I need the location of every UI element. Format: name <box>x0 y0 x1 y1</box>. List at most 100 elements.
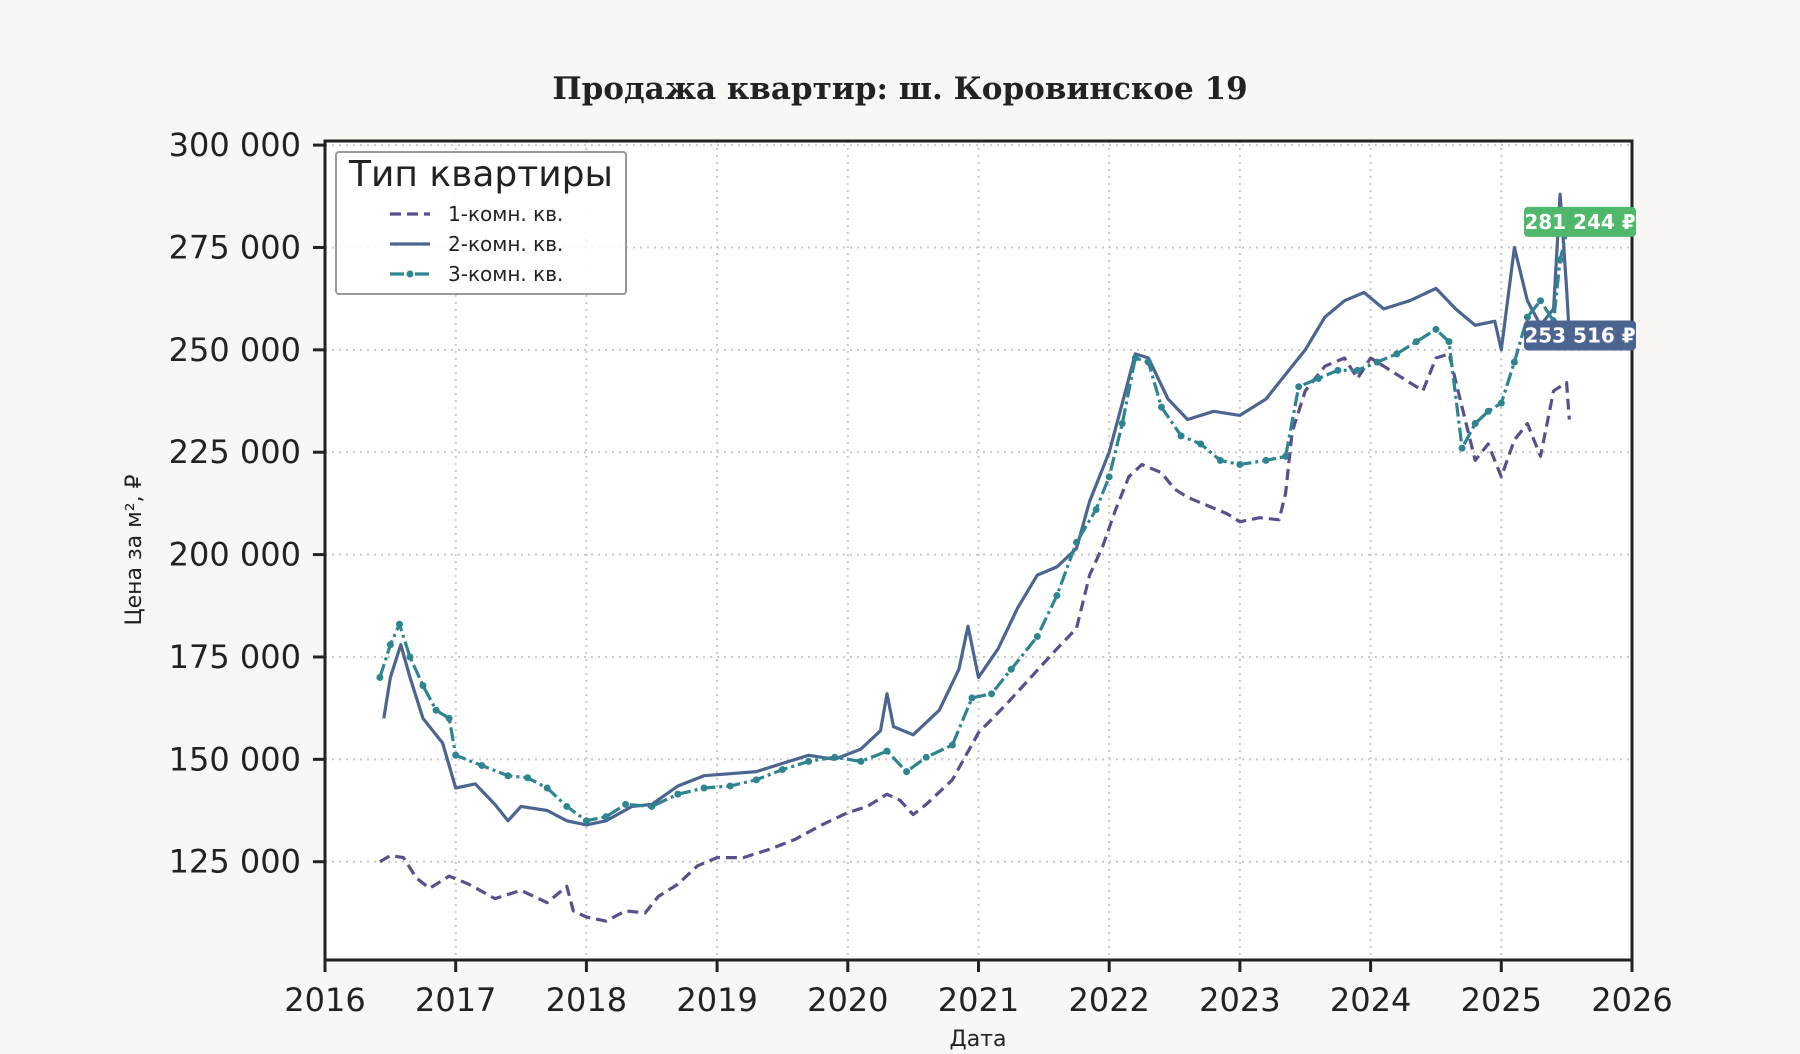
series-marker <box>948 741 956 749</box>
x-tick-label: 2024 <box>1330 981 1411 1019</box>
series-marker <box>1197 440 1205 448</box>
y-tick-label: 150 000 <box>169 740 301 778</box>
x-tick-label: 2025 <box>1461 981 1542 1019</box>
series-marker <box>1118 420 1126 428</box>
series-marker <box>1007 665 1015 673</box>
series-marker <box>831 753 839 761</box>
x-axis-label: Дата <box>950 1027 1007 1050</box>
series-line <box>382 192 1571 827</box>
series-marker <box>883 747 891 755</box>
series-marker <box>778 766 786 774</box>
series-marker <box>432 706 440 714</box>
series-marker <box>602 813 610 821</box>
legend-item: 2-комн. кв. <box>390 232 563 256</box>
x-tick-label: 2019 <box>676 981 757 1019</box>
series-marker <box>1131 354 1139 362</box>
legend-label: 3-комн. кв. <box>448 262 563 286</box>
series-marker <box>1092 506 1100 514</box>
x-tick-label: 2023 <box>1199 981 1280 1019</box>
x-tick-label: 2017 <box>415 981 496 1019</box>
series-marker <box>674 790 682 798</box>
series-marker <box>1144 358 1152 366</box>
series-marker <box>1523 313 1531 321</box>
series-marker <box>452 751 460 759</box>
x-tick-label: 2022 <box>1068 981 1149 1019</box>
x-tick-label: 2021 <box>938 981 1019 1019</box>
legend-box <box>335 151 627 295</box>
y-tick-label: 300 000 <box>169 126 301 164</box>
series-marker <box>988 690 996 698</box>
y-axis-label: Цена за м², ₽ <box>122 474 147 625</box>
series-marker <box>1262 456 1270 464</box>
series-marker <box>1334 366 1342 374</box>
x-tick-label: 2026 <box>1591 981 1672 1019</box>
y-tick-label: 275 000 <box>169 228 301 266</box>
series-marker <box>582 817 590 825</box>
series-marker <box>543 784 551 792</box>
series-marker <box>1412 338 1420 346</box>
badge-background <box>1524 206 1636 237</box>
series-layer <box>376 192 1573 923</box>
legend: Тип квартиры 1-комн. кв. 2-комн. кв. 3-ком… <box>335 151 627 295</box>
series-marker <box>419 682 427 690</box>
series-marker <box>1295 383 1303 391</box>
series-marker <box>1354 366 1362 374</box>
y-tick-label: 200 000 <box>169 536 301 574</box>
badge-background <box>1524 320 1636 351</box>
legend-item: 1-комн. кв. <box>390 202 563 226</box>
series-marker <box>700 784 708 792</box>
y-tick-label: 250 000 <box>169 331 301 369</box>
x-axis: 2016 2017 2018 2019 2020 2021 2022 2023 2024 2025… <box>284 960 1673 1019</box>
legend-item: 3-комн. кв. <box>390 262 563 286</box>
x-tick-label: 2020 <box>807 981 888 1019</box>
series-3 <box>376 218 1573 825</box>
y-tick-label: 225 000 <box>169 433 301 471</box>
y-axis: 125 000 150 000 175 000 200 000 225 000 250 0… <box>169 126 325 881</box>
series-marker <box>1484 407 1492 415</box>
value-badge: 281 244 ₽ <box>1524 206 1636 237</box>
series-2 <box>382 192 1571 827</box>
series-marker <box>1471 420 1479 428</box>
annotations: 281 244 ₽ 253 516 ₽ <box>1524 206 1636 351</box>
series-marker <box>752 776 760 784</box>
series-marker <box>1053 592 1061 600</box>
series-marker <box>968 694 976 702</box>
series-marker <box>1105 473 1113 481</box>
series-marker <box>1556 256 1564 264</box>
series-marker <box>406 653 414 661</box>
series-marker <box>1445 338 1453 346</box>
series-marker <box>1157 403 1165 411</box>
series-marker <box>1432 325 1440 333</box>
series-marker <box>1537 297 1545 305</box>
series-marker <box>445 714 453 722</box>
y-tick-label: 175 000 <box>169 638 301 676</box>
series-marker <box>903 768 911 776</box>
series-1 <box>379 352 1571 923</box>
series-line <box>379 352 1571 923</box>
series-marker <box>726 782 734 790</box>
series-marker <box>1393 350 1401 358</box>
series-marker <box>1373 358 1381 366</box>
badge-label: 281 244 ₽ <box>1524 210 1635 234</box>
x-tick-label: 2016 <box>284 981 365 1019</box>
series-marker <box>805 757 813 765</box>
series-marker <box>386 641 394 649</box>
series-marker <box>648 802 656 810</box>
series-marker <box>524 774 532 782</box>
series-marker <box>857 757 865 765</box>
y-tick-label: 125 000 <box>169 843 301 881</box>
series-marker <box>376 673 384 681</box>
series-marker <box>1033 632 1041 640</box>
x-tick-label: 2018 <box>546 981 627 1019</box>
series-marker <box>1282 452 1290 460</box>
legend-title: Тип квартиры <box>348 154 613 195</box>
series-marker <box>922 753 930 761</box>
series-marker <box>1216 456 1224 464</box>
series-marker <box>1177 432 1185 440</box>
series-marker <box>395 620 403 628</box>
series-marker <box>1073 538 1081 546</box>
chart-title: Продажа квартир: ш. Коровинское 19 <box>552 71 1247 107</box>
series-marker <box>504 772 512 780</box>
